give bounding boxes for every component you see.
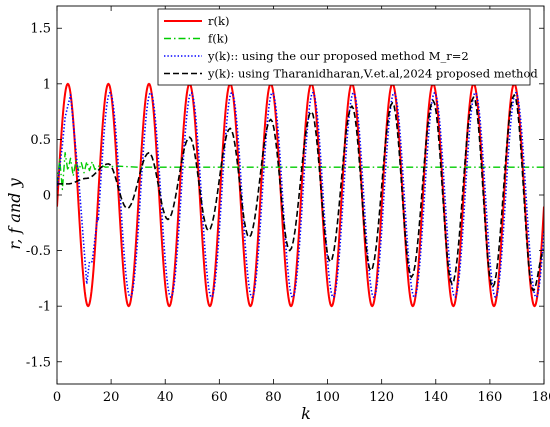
x-tick-label: 80 [265,390,282,405]
y-tick-label: 0 [43,189,51,204]
x-tick-label: 180 [532,390,550,405]
y-tick-label: -1 [38,300,51,315]
x-tick-label: 100 [315,390,340,405]
series-line-2 [57,152,544,191]
y-tick-label: -1.5 [26,355,51,370]
axes-box [56,5,545,385]
x-tick-label: 160 [477,390,502,405]
legend-entry: y(k):: using the our proposed method M_r… [207,49,469,63]
legend-entry: y(k): using Tharanidharan,V.et.al,2024 p… [207,67,538,81]
legend: r(k)f(k)y(k):: using the our proposed me… [157,8,538,86]
x-tick-label: 20 [103,390,120,405]
x-tick-label: 140 [423,390,448,405]
y-tick-label: -0.5 [26,244,51,259]
x-tick-label: 120 [369,390,394,405]
y-tick-label: 0.5 [30,133,51,148]
series-line-3 [57,92,544,298]
legend-box [157,8,531,86]
legend-entry: f(k) [208,32,228,46]
x-tick-label: 0 [53,390,61,405]
y-tick-label: 1 [43,77,51,92]
x-axis-label: k [301,404,311,423]
series-layer [57,82,544,308]
plot-frame [56,5,545,385]
series-line-4 [57,94,544,292]
y-tick-label: 1.5 [30,22,51,37]
x-tick-label: 40 [157,390,174,405]
x-tick-label: 60 [211,390,228,405]
legend-entry: r(k) [208,14,229,28]
series-line-1 [57,82,544,308]
y-axis-label: r, f and y [5,177,24,249]
